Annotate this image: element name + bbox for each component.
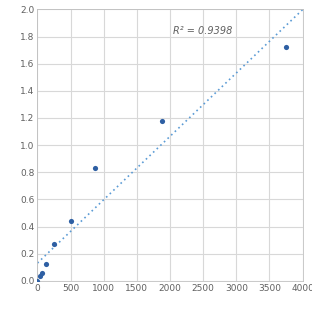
Point xyxy=(37,273,42,278)
Point xyxy=(159,118,164,123)
Point xyxy=(284,45,289,50)
Point xyxy=(39,270,44,275)
Point xyxy=(43,261,48,266)
Point xyxy=(35,278,40,283)
Point xyxy=(68,219,73,224)
Point xyxy=(51,242,56,247)
Text: R² = 0.9398: R² = 0.9398 xyxy=(173,26,233,36)
Point xyxy=(93,166,98,171)
